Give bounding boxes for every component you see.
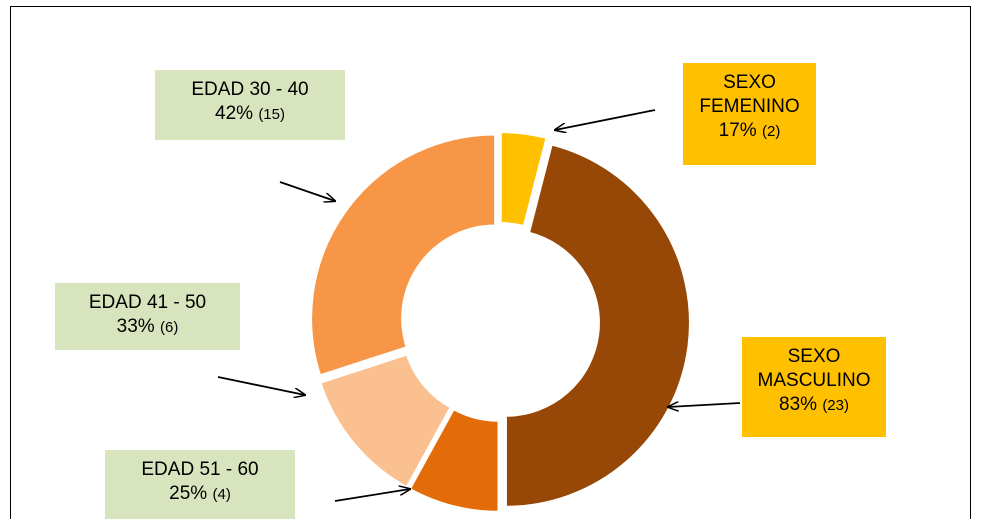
- count-label: (6): [159, 319, 179, 336]
- count-label: (2): [761, 123, 781, 140]
- count-label: (15): [258, 106, 285, 123]
- percent-label: 17%: [718, 120, 757, 141]
- arrow: [279, 181, 335, 201]
- arrow: [668, 403, 741, 407]
- label-value: 25% (4): [111, 482, 289, 507]
- data-label: SEXO FEMENINO 17% (2): [683, 63, 816, 165]
- label-name: SEXO FEMENINO: [699, 72, 800, 117]
- arrow: [334, 489, 410, 502]
- donut: [310, 131, 691, 513]
- label-value: 83% (23): [756, 393, 872, 418]
- count-label: (4): [212, 486, 231, 503]
- count-label: (23): [822, 397, 849, 414]
- frame: [10, 6, 971, 519]
- percent-label: 25%: [169, 483, 208, 504]
- data-label: SEXO MASCULINO 83% (23): [742, 337, 886, 437]
- data-label: EDAD 30 - 40 42% (15): [155, 70, 345, 140]
- donut-segment: [504, 143, 691, 508]
- donut-segment: [499, 131, 548, 228]
- label-name: EDAD 51 - 60: [141, 459, 259, 480]
- arrow: [217, 376, 305, 395]
- donut-segment: [310, 133, 497, 377]
- label-name: EDAD 41 - 50: [88, 292, 207, 313]
- percent-label: 33%: [116, 316, 155, 337]
- data-label: EDAD 41 - 50 33% (6): [55, 283, 240, 350]
- donut-segment: [319, 353, 452, 489]
- label-value: 17% (2): [697, 119, 802, 144]
- label-value: 33% (6): [61, 315, 234, 340]
- label-value: 42% (15): [161, 102, 339, 127]
- data-label: EDAD 51 - 60 25% (4): [105, 450, 295, 519]
- percent-label: 42%: [215, 103, 254, 124]
- label-name: EDAD 30 - 40: [191, 79, 309, 100]
- percent-label: 83%: [779, 394, 818, 415]
- label-name: SEXO MASCULINO: [757, 346, 871, 391]
- arrow: [555, 109, 656, 130]
